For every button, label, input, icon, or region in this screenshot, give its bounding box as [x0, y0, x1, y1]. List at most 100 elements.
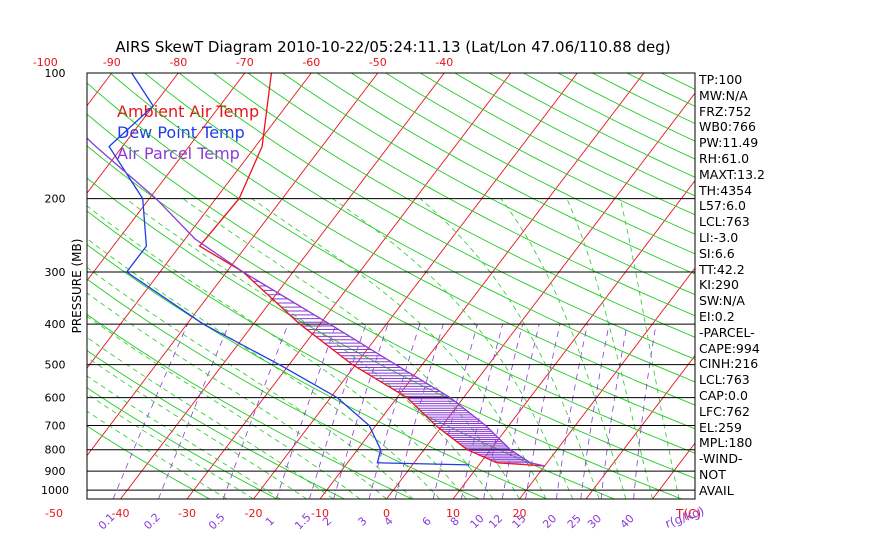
mixing-ratio-label: 40: [618, 512, 637, 531]
isotherm-line: [452, 179, 695, 499]
chart-title: AIRS SkewT Diagram 2010-10-22/05:24:11.1…: [115, 38, 670, 56]
stat-item: EL:259: [699, 419, 742, 435]
mixing-ratio-line: [580, 324, 610, 499]
stat-item: EI:0.2: [699, 308, 735, 324]
dry-adiabat-line: [87, 387, 278, 499]
mixing-ratio-label: 6: [420, 514, 434, 528]
pressure-tick-label: 600: [45, 392, 66, 405]
mixing-ratio-line: [368, 324, 421, 499]
stat-item: LI:-3.0: [699, 229, 739, 245]
mixing-ratio-label: 12: [486, 512, 505, 531]
stat-item: TP:100: [699, 72, 743, 87]
bottom-temp-tick-label: 10: [446, 507, 460, 520]
mixing-ratio-label: 20: [540, 512, 559, 531]
dry-adiabat-line: [87, 210, 615, 499]
stat-item: CINH:216: [699, 356, 759, 372]
stat-item: CAPE:994: [699, 340, 760, 356]
top-temp-tick-label: -40: [435, 56, 453, 69]
bottom-temp-tick-label: 20: [513, 507, 527, 520]
bottom-temp-tick-label: -50: [45, 507, 63, 520]
mixing-ratio-line: [276, 324, 337, 499]
stat-item: -WIND-: [699, 451, 743, 467]
stat-item: PW:11.49: [699, 135, 759, 151]
bottom-temp-tick-label: 0: [383, 507, 390, 520]
moist-adiabat-line: [87, 410, 228, 499]
top-temp-tick-label: -100: [33, 56, 58, 69]
dry-adiabat-line: [282, 73, 695, 296]
isotherm-line: [0, 73, 45, 499]
mixing-ratio-line: [600, 324, 628, 499]
isotherm-line: [87, 73, 246, 282]
stat-item: MPL:180: [699, 435, 753, 451]
bottom-temp-tick-label: -10: [311, 507, 329, 520]
mixing-ratio-line: [432, 324, 478, 499]
moist-adiabat-line: [87, 393, 254, 499]
top-temp-tick-label: -80: [169, 56, 187, 69]
stat-item: L57:6.0: [699, 198, 746, 214]
dry-adiabat-line: [247, 73, 695, 317]
chart-grid: [0, 73, 695, 499]
isotherm-line: [87, 73, 379, 457]
pressure-tick-label: 700: [45, 420, 66, 433]
dry-adiabat-line: [351, 73, 695, 255]
moist-adiabat-line: [87, 266, 414, 499]
mixing-ratio-line: [525, 324, 561, 499]
dry-adiabat-line: [87, 425, 210, 499]
stat-item: NOT: [699, 466, 726, 482]
mixing-ratio-line: [222, 324, 289, 499]
stat-item: -PARCEL-: [699, 324, 755, 340]
moist-adiabat-line: [500, 198, 627, 499]
stat-item: TH:4354: [699, 182, 753, 198]
dry-adiabat-line: [87, 313, 413, 499]
top-temp-tick-label: -70: [236, 56, 254, 69]
dry-adiabat-line: [178, 73, 695, 360]
pressure-tick-label: 900: [45, 465, 66, 478]
mixing-ratio-label: 25: [565, 512, 584, 531]
pressure-tick-label: 1000: [41, 484, 69, 497]
dry-adiabat-line: [87, 349, 345, 499]
top-temp-tick-label: -50: [369, 56, 387, 69]
stat-item: LCL:763: [699, 372, 750, 388]
moist-adiabat-line: [619, 198, 680, 499]
stat-item: RH:61.0: [699, 150, 750, 166]
pressure-tick-label: 100: [45, 67, 66, 80]
dry-adiabat-line: [87, 145, 695, 479]
moist-adiabat-line: [87, 375, 281, 499]
mixing-ratio-label: 4: [382, 514, 396, 528]
dry-adiabat-line: [316, 73, 695, 275]
ambient-air-temp-line: [198, 73, 545, 467]
mixing-ratio-line: [501, 324, 540, 499]
mixing-ratio-label: 30: [585, 512, 604, 531]
mixing-ratio-line: [394, 324, 444, 499]
pressure-tick-label: 200: [45, 193, 66, 206]
pressure-tick-label: 400: [45, 318, 66, 331]
isotherm-line: [386, 92, 695, 499]
pressure-tick-label: 500: [45, 359, 66, 372]
stat-item: SI:6.6: [699, 245, 735, 261]
mixing-ratio-line: [333, 324, 389, 499]
top-temp-ticks: -120-110-100-90-80-70-60-50-40: [33, 56, 453, 69]
stat-item: MAXT:13.2: [699, 166, 765, 182]
bottom-temp-tick-label: -20: [245, 507, 263, 520]
stat-item: LFC:762: [699, 403, 750, 419]
dry-adiabat-line: [87, 113, 695, 454]
pressure-tick-label: 800: [45, 444, 66, 457]
plot-frame: [86, 72, 696, 500]
isotherm-line: [253, 73, 578, 499]
mixing-ratio-label: 2: [320, 514, 334, 528]
dry-adiabat-line: [87, 82, 695, 430]
mixing-ratio-label: 10: [468, 512, 487, 531]
stat-item: FRZ:752: [699, 103, 752, 119]
stability-index-list: TP:100 MW:N/A FRZ:752 WB0:766 PW:11.49 RH:61.…: [699, 72, 869, 499]
stat-item: MW:N/A: [699, 87, 748, 103]
moist-adiabat-line: [566, 198, 653, 499]
legend-entry: Dew Point Temp: [117, 123, 245, 142]
bottom-temp-ticks: -50 -40 -30 -20 -10 0 10 20: [45, 507, 526, 520]
stat-item: WB0:766: [699, 119, 756, 135]
bottom-temp-tick-label: -40: [112, 507, 130, 520]
dry-adiabat-line: [87, 278, 480, 499]
mixing-ratio-label: 3: [355, 514, 369, 528]
isotherm-line: [87, 73, 113, 107]
moist-adiabat-line: [87, 356, 307, 499]
